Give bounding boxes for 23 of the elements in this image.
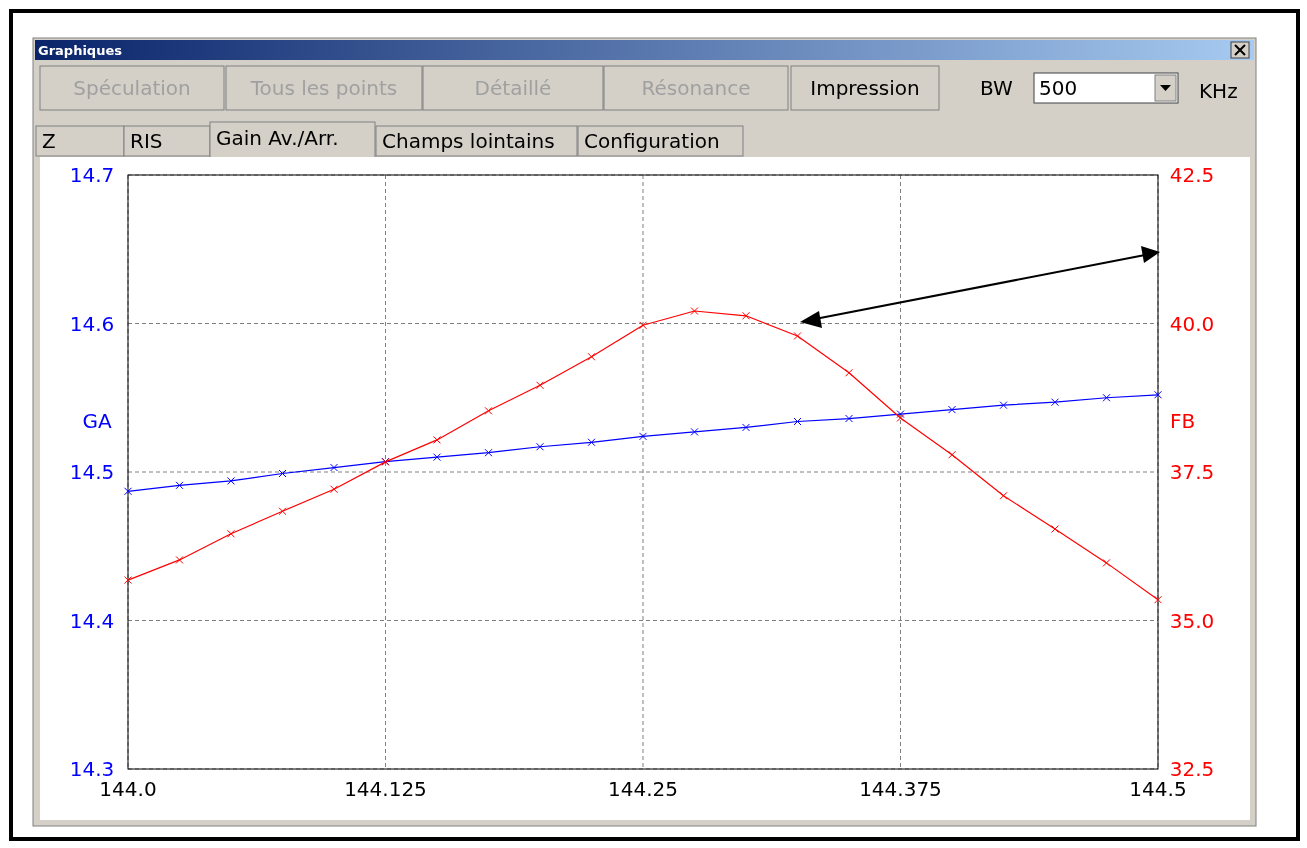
y2-axis-title: FB	[1170, 409, 1196, 433]
y2-tick-label: 42.5	[1169, 163, 1215, 187]
text: BW	[980, 76, 1014, 100]
x-tick-label: 144.25	[608, 777, 678, 801]
text: Champs lointains	[382, 129, 555, 153]
text: 500	[1039, 76, 1078, 100]
y2-tick-label: 37.5	[1169, 460, 1215, 484]
text: Graphiques	[38, 43, 123, 58]
text: RIS	[130, 129, 163, 153]
y-tick-label: 14.5	[69, 460, 115, 484]
y-tick-label: 14.6	[69, 311, 115, 336]
text: Configuration	[584, 129, 720, 153]
y-tick-label: 14.7	[69, 163, 115, 187]
text: Z	[42, 129, 56, 153]
y-tick-label: 14.4	[69, 608, 115, 633]
x-tick-label: 144.375	[859, 777, 942, 801]
y2-tick-label: 35.0	[1169, 608, 1215, 633]
y2-tick-label: 40.0	[1169, 311, 1215, 336]
text: KHz	[1199, 79, 1238, 103]
text: Impression	[810, 76, 920, 100]
x-tick-label: 144.125	[344, 777, 427, 801]
y-axis-title: GA	[82, 409, 112, 433]
text: Gain Av./Arr.	[216, 126, 339, 150]
